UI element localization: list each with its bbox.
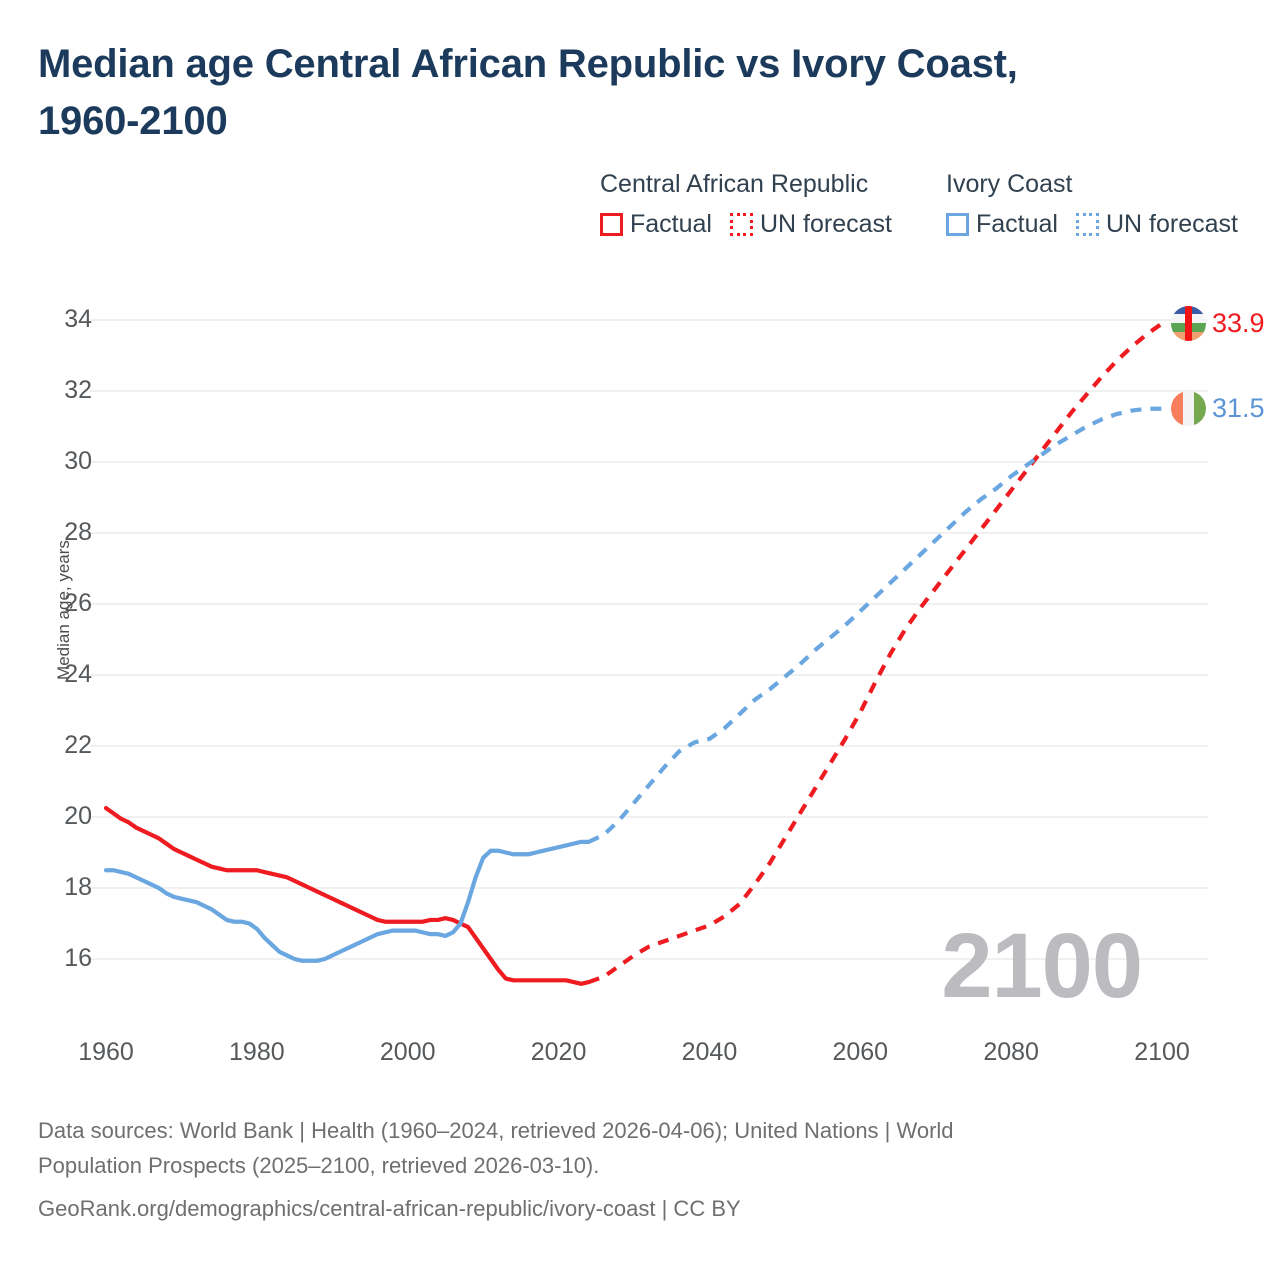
legend-group-ivory-coast: Ivory Coast Factual UN forecast <box>946 172 1256 237</box>
year-watermark: 2100 <box>941 915 1143 1017</box>
ivory-coast-flag-icon <box>1171 390 1206 426</box>
legend-item-label: UN forecast <box>1105 210 1238 238</box>
chart-legend: Central African Republic Factual UN fore… <box>600 172 1260 252</box>
legend-item-car-factual[interactable]: Factual <box>600 212 712 237</box>
y-axis-tick-label: 28 <box>64 518 92 546</box>
end-label-ivory-coast: 31.5 <box>1171 390 1265 426</box>
legend-item-civ-factual[interactable]: Factual <box>946 212 1058 237</box>
y-axis-tick-label: 24 <box>64 660 92 688</box>
end-value: 33.9 <box>1212 307 1265 338</box>
footer-line-3[interactable]: GeoRank.org/demographics/central-african… <box>38 1195 741 1221</box>
x-axis-tick-label: 2000 <box>379 1038 436 1066</box>
y-axis-tick-label: 18 <box>64 873 92 901</box>
x-axis-tick-label: 2080 <box>983 1038 1039 1066</box>
end-label-central-african-republic: 33.9 <box>1171 305 1265 341</box>
x-axis-tick-label: 2100 <box>1134 1038 1190 1066</box>
y-axis-tick-label: 30 <box>64 447 92 475</box>
x-axis-tick-label: 2020 <box>530 1038 587 1066</box>
legend-item-label: Factual <box>976 210 1058 238</box>
series-line-factual <box>103 839 591 963</box>
legend-country-label: Ivory Coast <box>946 170 1073 198</box>
y-axis-tick-label: 26 <box>64 589 92 617</box>
y-axis-tick-label: 32 <box>64 376 92 404</box>
footer-line-2: Population Prospects (2025–2100, retriev… <box>38 1152 600 1178</box>
y-axis-tick-label: 34 <box>64 305 92 333</box>
y-axis-tick-label: 20 <box>64 802 92 830</box>
series-line-forecast <box>587 406 1162 844</box>
legend-swatch-dotted-icon <box>1075 213 1099 236</box>
x-axis-tick-label: 2060 <box>832 1038 889 1066</box>
legend-group-central-african-republic: Central African Republic Factual UN fore… <box>600 172 946 237</box>
legend-item-label: UN forecast <box>759 210 892 238</box>
y-axis-tick-label: 22 <box>64 731 92 759</box>
x-axis-tick-label: 2040 <box>681 1038 738 1066</box>
legend-swatch-solid-icon <box>946 213 969 236</box>
x-axis-tick-label: 1980 <box>229 1038 285 1066</box>
car-flag-icon <box>1171 305 1206 341</box>
y-axis-tick-label: 16 <box>64 944 92 972</box>
footer-line-1: Data sources: World Bank | Health (1960–… <box>38 1118 954 1143</box>
series-line-factual <box>103 806 591 986</box>
legend-item-civ-forecast[interactable]: UN forecast <box>1075 210 1238 238</box>
legend-swatch-dotted-icon <box>729 213 753 236</box>
end-value: 31.5 <box>1212 392 1265 423</box>
page-title: Median age Central African Republic vs I… <box>38 42 1018 143</box>
legend-item-car-forecast[interactable]: UN forecast <box>729 210 892 238</box>
legend-swatch-solid-icon <box>600 213 623 236</box>
x-axis-tick-label: 1960 <box>78 1038 134 1066</box>
legend-item-label: Factual <box>630 210 712 238</box>
footer-sources: Data sources: World Bank | Health (1960–… <box>38 1114 1198 1226</box>
legend-country-label: Central African Republic <box>600 170 869 198</box>
series-line-forecast <box>588 321 1164 985</box>
